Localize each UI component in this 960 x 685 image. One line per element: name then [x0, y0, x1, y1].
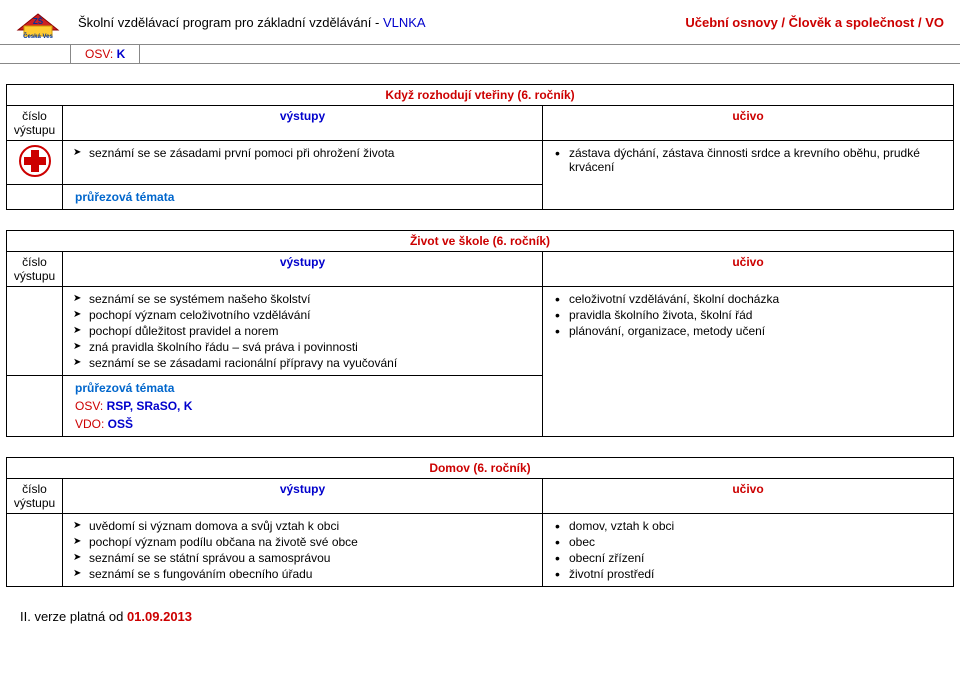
header-osv-label: OSV:: [85, 47, 113, 61]
outputs-cell: uvědomí si význam domova a svůj vztah k …: [63, 514, 543, 587]
cross-theme-label: průřezová témata: [69, 188, 536, 206]
content-item: obec: [553, 535, 947, 549]
header-program-link[interactable]: VLNKA: [383, 15, 426, 30]
page-footer: II. verze platná od 01.09.2013: [0, 595, 960, 634]
sections-container: Když rozhodují vteřiny (6. ročník)číslo …: [0, 84, 960, 587]
col-header-content: učivo: [543, 106, 954, 141]
output-item: seznámí se se systémem našeho školství: [73, 292, 536, 306]
content-cell: zástava dýchání, zástava činnosti srdce …: [543, 141, 954, 210]
header-right-prefix: Učební osnovy /: [685, 15, 788, 30]
header-osv-cell: OSV: K: [70, 45, 140, 63]
section-table: Domov (6. ročník)číslo výstupuvýstupyuči…: [6, 457, 954, 587]
outputs-cell: seznámí se se zásadami první pomoci při …: [63, 141, 543, 185]
medical-cross-icon: [18, 144, 52, 181]
col-header-number: číslo výstupu: [7, 106, 63, 141]
section: Když rozhodují vteřiny (6. ročník)číslo …: [6, 84, 954, 210]
output-item: seznámí se se zásadami první pomoci při …: [73, 146, 536, 160]
cross-themes-cell: průřezová témata: [63, 185, 543, 210]
output-item: seznámí se s fungováním obecního úřadu: [73, 567, 536, 581]
header-right-bold: Člověk a společnost /: [789, 15, 926, 30]
col-header-content: učivo: [543, 479, 954, 514]
cross-theme-label: průřezová témata: [69, 379, 536, 397]
content-cell: domov, vztah k obci obec obecní zřízení živ…: [543, 514, 954, 587]
output-item: uvědomí si význam domova a svůj vztah k …: [73, 519, 536, 533]
col-header-outputs: výstupy: [63, 252, 543, 287]
cross-number-cell: [7, 376, 63, 437]
cross-themes-cell: průřezová témataOSV: RSP, SRaSO, KVDO: O…: [63, 376, 543, 437]
section-table: Život ve škole (6. ročník)číslo výstupuv…: [6, 230, 954, 437]
content-item: zástava dýchání, zástava činnosti srdce …: [553, 146, 947, 174]
svg-text:ZŠ: ZŠ: [33, 17, 44, 26]
section-table: Když rozhodují vteřiny (6. ročník)číslo …: [6, 84, 954, 210]
section: Domov (6. ročník)číslo výstupuvýstupyuči…: [6, 457, 954, 587]
section-title: Když rozhodují vteřiny (6. ročník): [7, 85, 954, 106]
header-program-prefix: Školní vzdělávací program pro základní v…: [78, 15, 383, 30]
row-number-cell: [7, 514, 63, 587]
col-header-outputs: výstupy: [63, 106, 543, 141]
school-logo-icon: Česká Ves ZŠ: [8, 4, 68, 40]
header-sub-spacer: [140, 45, 960, 63]
header-subrow: OSV: K: [0, 45, 960, 64]
svg-text:Česká Ves: Česká Ves: [23, 33, 53, 40]
cross-number-cell: [7, 185, 63, 210]
header-program-title: Školní vzdělávací program pro základní v…: [68, 15, 685, 30]
outputs-cell: seznámí se se systémem našeho školství po…: [63, 287, 543, 376]
header-section-title: Učební osnovy / Člověk a společnost / VO: [685, 15, 952, 30]
col-header-outputs: výstupy: [63, 479, 543, 514]
output-item: pochopí význam celoživotního vzdělávání: [73, 308, 536, 322]
header-osv-value: K: [117, 47, 126, 61]
section: Život ve škole (6. ročník)číslo výstupuv…: [6, 230, 954, 437]
page-header: Česká Ves ZŠ Školní vzdělávací program p…: [0, 0, 960, 45]
header-right-suffix: VO: [925, 15, 944, 30]
content-item: životní prostředí: [553, 567, 947, 581]
col-header-number: číslo výstupu: [7, 252, 63, 287]
content-item: plánování, organizace, metody učení: [553, 324, 947, 338]
row-number-cell: [7, 141, 63, 185]
cross-theme-line: VDO: OSŠ: [69, 415, 536, 433]
content-item: pravidla školního života, školní řád: [553, 308, 947, 322]
output-item: pochopí důležitost pravidel a norem: [73, 324, 536, 338]
output-item: pochopí význam podílu občana na životě s…: [73, 535, 536, 549]
content-item: domov, vztah k obci: [553, 519, 947, 533]
content-item: celoživotní vzdělávání, školní docházka: [553, 292, 947, 306]
section-title: Domov (6. ročník): [7, 458, 954, 479]
footer-date: 01.09.2013: [127, 609, 192, 624]
output-item: seznámí se se státní správou a samospráv…: [73, 551, 536, 565]
cross-theme-line: OSV: RSP, SRaSO, K: [69, 397, 536, 415]
output-item: zná pravidla školního řádu – svá práva i…: [73, 340, 536, 354]
footer-prefix: II. verze platná od: [20, 609, 127, 624]
output-item: seznámí se se zásadami racionální přípra…: [73, 356, 536, 370]
section-title: Život ve škole (6. ročník): [7, 231, 954, 252]
row-number-cell: [7, 287, 63, 376]
content-item: obecní zřízení: [553, 551, 947, 565]
col-header-content: učivo: [543, 252, 954, 287]
content-cell: celoživotní vzdělávání, školní docházka p…: [543, 287, 954, 437]
col-header-number: číslo výstupu: [7, 479, 63, 514]
